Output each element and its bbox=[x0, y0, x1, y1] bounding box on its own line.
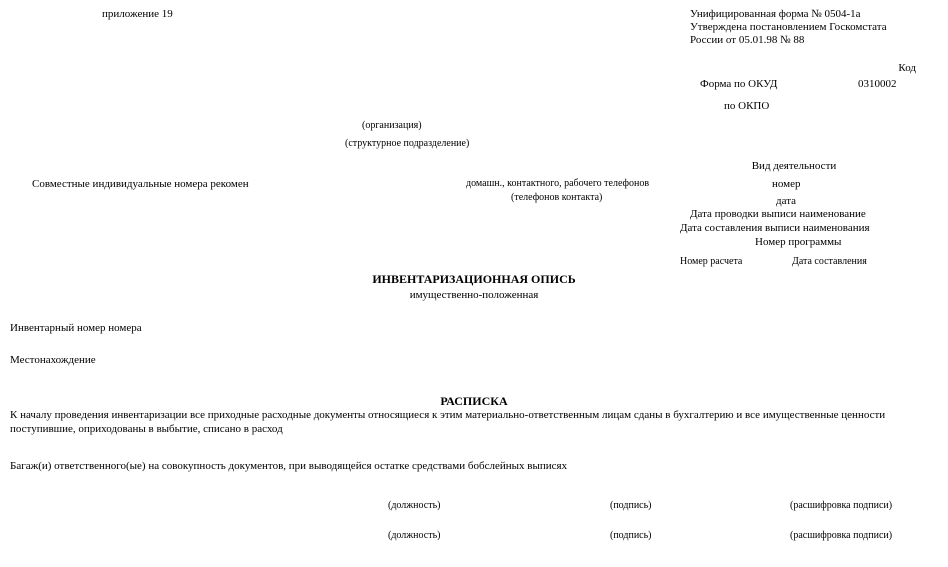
approval-block: Унифицированная форма № 0504-1а Утвержде… bbox=[690, 8, 930, 48]
document-subtitle: имущественно-положенная bbox=[0, 289, 948, 301]
calculation-number-label: Номер расчета bbox=[680, 256, 742, 267]
okpo-label: по ОКПО bbox=[724, 100, 769, 112]
approval-line1: Унифицированная форма № 0504-1а bbox=[690, 8, 930, 21]
approval-line2: Утверждена постановлением Госкомстата bbox=[690, 21, 930, 34]
phone-note: домашн., контактного, рабочего телефонов bbox=[466, 178, 649, 189]
receipt-body: К началу проведения инвентаризации все п… bbox=[10, 408, 930, 437]
location-label: Местонахождение bbox=[10, 354, 96, 366]
position-label-1: (должность) bbox=[388, 500, 441, 511]
transcript-label-1: (расшифровка подписи) bbox=[790, 500, 892, 511]
form-okud-label: Форма по ОКУД bbox=[700, 78, 777, 90]
document-title: ИНВЕНТАРИЗАЦИОННАЯ ОПИСЬ bbox=[0, 272, 948, 287]
receipt-title: РАСПИСКА bbox=[0, 394, 948, 409]
activity-type-label: Вид деятельности bbox=[724, 160, 864, 172]
posting-date-label: Дата проводки выписи наименование bbox=[690, 208, 866, 220]
transcript-label-2: (расшифровка подписи) bbox=[790, 530, 892, 541]
structure-note: (структурное подразделение) bbox=[345, 138, 469, 149]
compilation-date-label: Дата составления выписи наименования bbox=[680, 222, 870, 234]
signature-label-2: (подпись) bbox=[610, 530, 652, 541]
program-number-label: Номер программы bbox=[755, 236, 841, 248]
approval-line3: России от 05.01.98 № 88 bbox=[690, 34, 930, 47]
date-label: дата bbox=[776, 195, 796, 207]
number-label: номер bbox=[772, 178, 801, 190]
okud-code: 0310002 bbox=[858, 78, 897, 90]
calculation-date-label: Дата составления bbox=[792, 256, 867, 267]
signature-label-1: (подпись) bbox=[610, 500, 652, 511]
position-label-2: (должность) bbox=[388, 530, 441, 541]
registration-label: Совместные индивидуальные номера рекомен bbox=[32, 178, 249, 190]
code-label: Код bbox=[898, 62, 916, 74]
attachment-number: приложение 19 bbox=[102, 8, 173, 20]
contact-phone-note: (телефонов контакта) bbox=[511, 192, 602, 203]
baggage-text: Багаж(и) ответственного(ые) на совокупно… bbox=[10, 460, 940, 472]
inventory-number-label: Инвентарный номер номера bbox=[10, 322, 142, 334]
organization-note: (организация) bbox=[362, 120, 422, 131]
